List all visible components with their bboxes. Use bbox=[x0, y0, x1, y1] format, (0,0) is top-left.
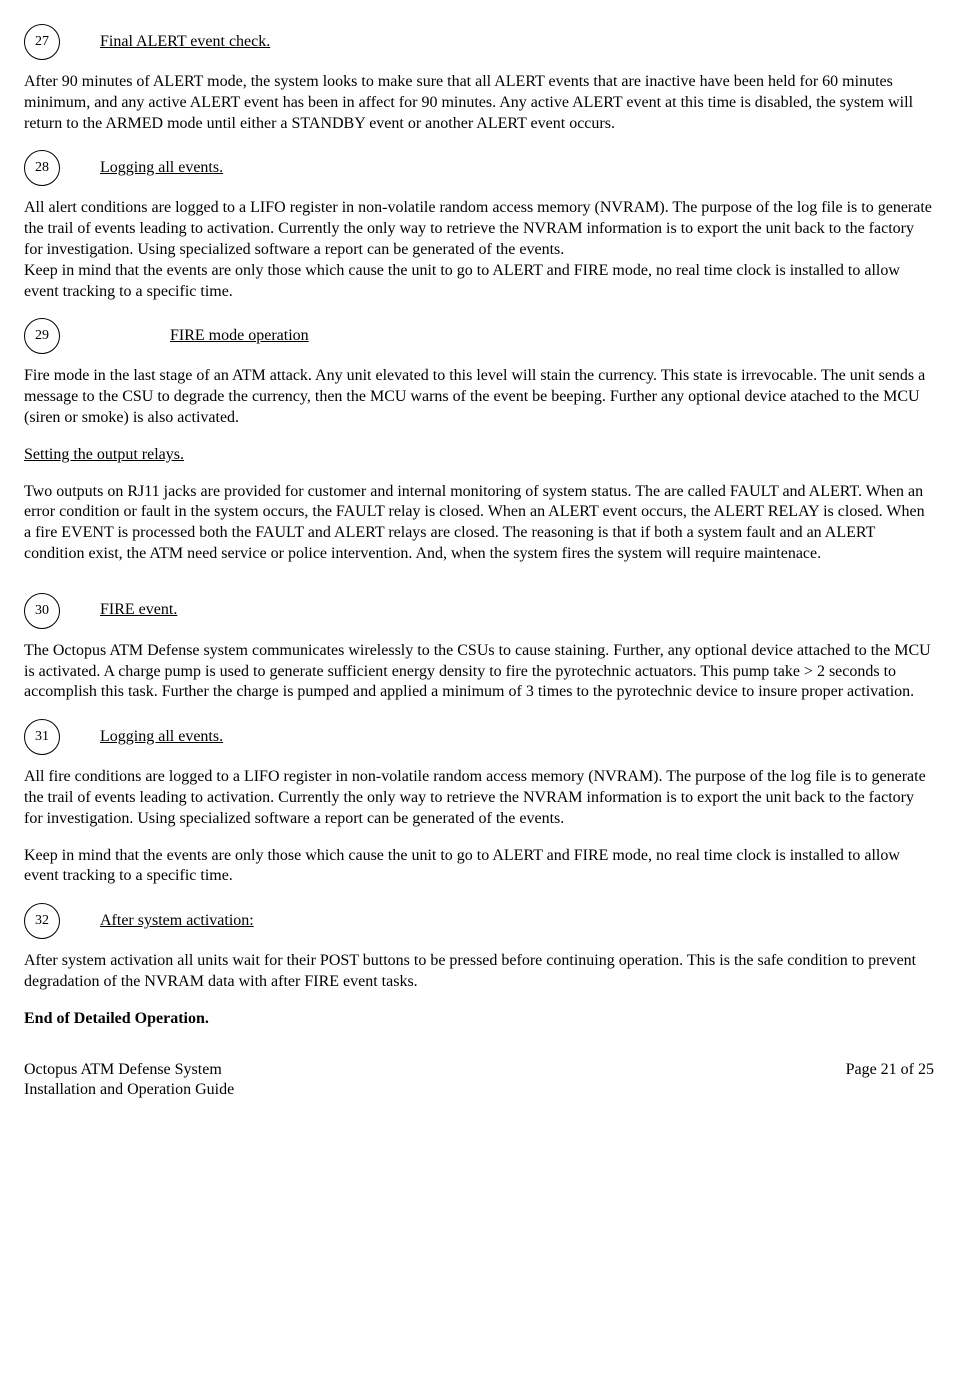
section-title: Final ALERT event check. bbox=[100, 32, 270, 53]
step-number-circle: 28 bbox=[24, 150, 60, 186]
body-text: Keep in mind that the events are only th… bbox=[24, 261, 934, 303]
body-text: All alert conditions are logged to a LIF… bbox=[24, 198, 934, 260]
footer-doc-subtitle: Installation and Operation Guide bbox=[24, 1080, 234, 1101]
body-text: Two outputs on RJ11 jacks are provided f… bbox=[24, 482, 934, 565]
body-text: All fire conditions are logged to a LIFO… bbox=[24, 767, 934, 829]
end-of-section: End of Detailed Operation. bbox=[24, 1009, 934, 1030]
step-number-circle: 27 bbox=[24, 24, 60, 60]
section-header-29: 29 FIRE mode operation bbox=[24, 318, 934, 354]
section-title: FIRE mode operation bbox=[170, 326, 309, 347]
document-body: 27 Final ALERT event check. After 90 min… bbox=[24, 24, 934, 1101]
step-number-circle: 32 bbox=[24, 903, 60, 939]
footer-doc-title: Octopus ATM Defense System bbox=[24, 1060, 234, 1081]
footer-page-number: Page 21 of 25 bbox=[846, 1060, 934, 1102]
footer-left: Octopus ATM Defense System Installation … bbox=[24, 1060, 234, 1102]
section-title: After system activation: bbox=[100, 911, 254, 932]
section-title: FIRE event. bbox=[100, 600, 177, 621]
section-title: Logging all events. bbox=[100, 158, 223, 179]
step-number-circle: 31 bbox=[24, 719, 60, 755]
body-text: After system activation all units wait f… bbox=[24, 951, 934, 993]
section-header-27: 27 Final ALERT event check. bbox=[24, 24, 934, 60]
section-header-32: 32 After system activation: bbox=[24, 903, 934, 939]
section-title: Logging all events. bbox=[100, 727, 223, 748]
step-number-circle: 29 bbox=[24, 318, 60, 354]
section-header-28: 28 Logging all events. bbox=[24, 150, 934, 186]
body-text: Fire mode in the last stage of an ATM at… bbox=[24, 366, 934, 428]
section-header-31: 31 Logging all events. bbox=[24, 719, 934, 755]
body-text: The Octopus ATM Defense system communica… bbox=[24, 641, 934, 703]
sub-heading: Setting the output relays. bbox=[24, 445, 934, 466]
section-header-30: 30 FIRE event. bbox=[24, 593, 934, 629]
body-text: Keep in mind that the events are only th… bbox=[24, 846, 934, 888]
step-number-circle: 30 bbox=[24, 593, 60, 629]
page-footer: Octopus ATM Defense System Installation … bbox=[24, 1060, 934, 1102]
body-text: After 90 minutes of ALERT mode, the syst… bbox=[24, 72, 934, 134]
